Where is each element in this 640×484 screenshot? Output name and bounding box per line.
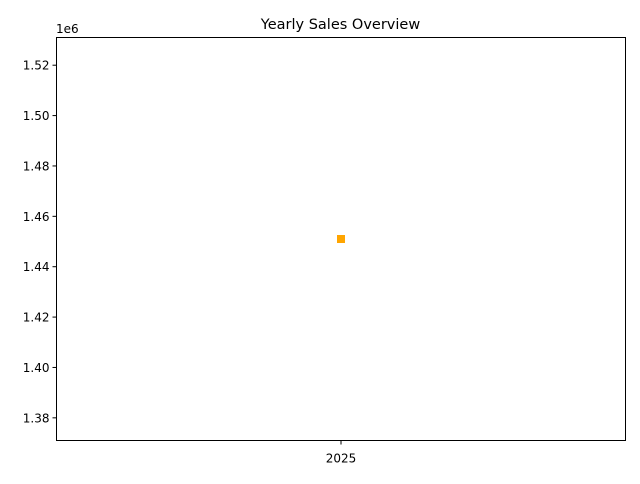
y-tick-label: 1.48 — [23, 159, 50, 173]
y-axis-offset-label: 1e6 — [56, 22, 79, 36]
y-tick-label: 1.46 — [23, 210, 50, 224]
y-tick-label: 1.50 — [23, 109, 50, 123]
y-tick-label: 1.38 — [23, 411, 50, 425]
y-axis-ticks: 1.38 1.40 1.42 1.44 1.46 1.48 1.50 1.52 — [23, 59, 57, 425]
x-tick-label: 2025 — [326, 452, 357, 466]
x-axis-ticks: 2025 — [326, 440, 357, 466]
y-tick-label: 1.42 — [23, 311, 50, 325]
y-tick-label: 1.40 — [23, 361, 50, 375]
data-points — [337, 235, 345, 243]
data-point — [337, 235, 345, 243]
y-tick-label: 1.52 — [23, 59, 50, 73]
chart-title: Yearly Sales Overview — [260, 17, 421, 33]
y-tick-label: 1.44 — [23, 260, 50, 274]
